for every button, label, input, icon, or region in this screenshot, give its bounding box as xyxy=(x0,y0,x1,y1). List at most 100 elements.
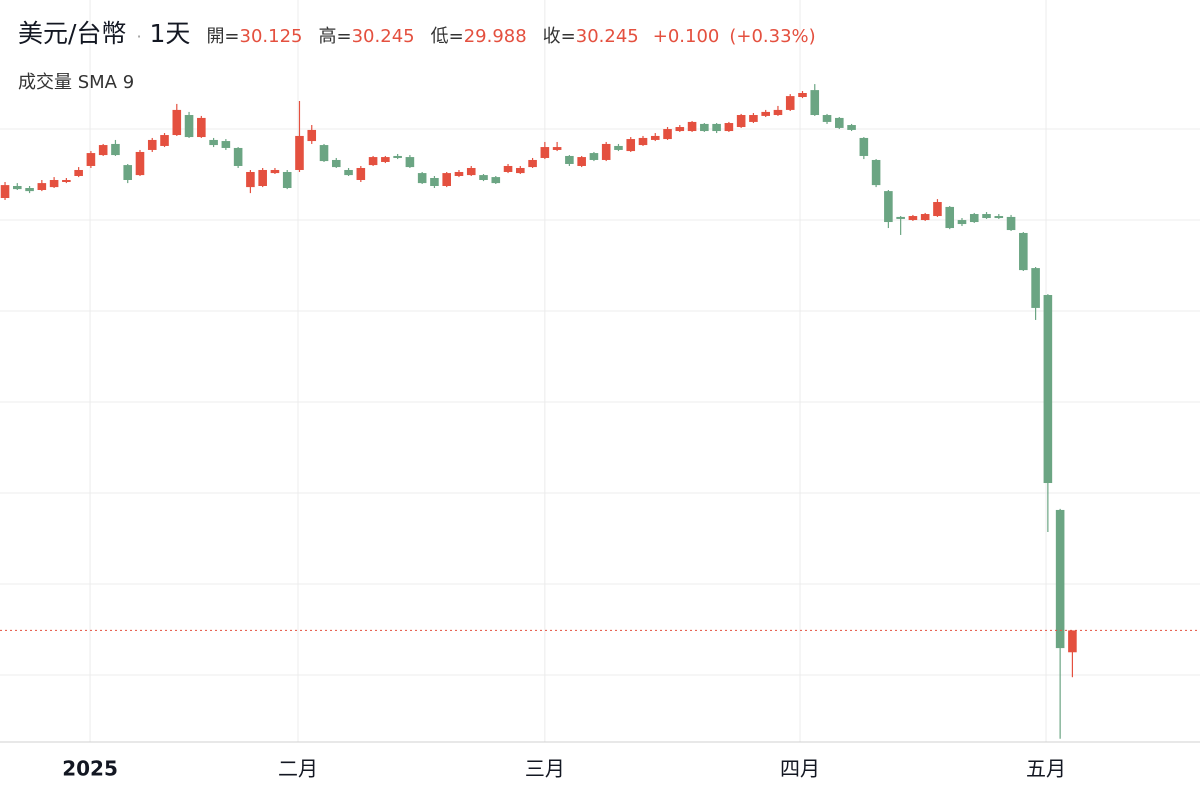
candle-body xyxy=(258,169,267,187)
candle-body xyxy=(344,169,353,176)
candle-body xyxy=(847,125,856,130)
candle-body xyxy=(479,175,488,180)
candle-body xyxy=(663,129,672,140)
candle-body xyxy=(25,188,34,192)
label: 開= xyxy=(206,26,240,47)
ohlc-open: 開=30.125 xyxy=(206,22,302,48)
x-tick-label: 五月 xyxy=(1026,757,1066,781)
candle-body xyxy=(197,117,206,138)
candle-body xyxy=(454,171,464,176)
candle-body xyxy=(516,167,525,174)
candle-body xyxy=(626,139,636,152)
candle-body xyxy=(319,145,329,162)
ohlc-low: 低=29.988 xyxy=(431,22,527,48)
candle-body xyxy=(859,137,869,156)
legend-header: 美元/台幣 · 1天 開=30.125 高=30.245 低=29.988 收=… xyxy=(18,14,816,50)
candle-body xyxy=(945,206,955,229)
candle-body xyxy=(147,139,157,150)
separator: · xyxy=(136,27,142,46)
candle-body xyxy=(540,147,550,158)
candle-body xyxy=(307,129,317,142)
candle-body xyxy=(528,159,537,168)
candle-body xyxy=(933,202,942,217)
candle-body xyxy=(184,115,194,138)
x-tick-label: 二月 xyxy=(278,757,318,781)
change-pct: (+0.33%) xyxy=(729,26,816,47)
candle-body xyxy=(785,96,795,110)
candle-body xyxy=(381,157,390,162)
candle-body xyxy=(675,127,685,132)
indicator-label: 成交量 SMA 9 xyxy=(18,72,135,93)
candle-body xyxy=(0,185,10,199)
candle-body xyxy=(920,214,930,221)
candle-body xyxy=(221,141,231,148)
candle-body xyxy=(687,121,697,132)
value: 29.988 xyxy=(463,26,527,47)
candle-body xyxy=(884,191,893,223)
value: 30.245 xyxy=(351,26,415,47)
candle-body xyxy=(577,157,586,166)
candle-body xyxy=(246,171,255,188)
candle-body xyxy=(822,115,832,122)
candle-body xyxy=(1019,232,1028,271)
label: 收= xyxy=(542,26,576,47)
candle-body xyxy=(969,214,979,223)
candle-body xyxy=(209,139,218,146)
candle-body xyxy=(74,169,83,176)
candle-body xyxy=(356,167,366,180)
candle-body xyxy=(650,135,660,140)
candle-body xyxy=(761,111,770,116)
interval: 1天 xyxy=(149,19,191,48)
candle-body xyxy=(233,147,243,166)
label: 高= xyxy=(318,26,352,47)
candle-body xyxy=(393,155,402,158)
candle-body xyxy=(172,109,182,136)
candle-body xyxy=(282,171,292,189)
candle-body xyxy=(1006,216,1016,231)
candle-body xyxy=(712,123,721,132)
x-tick-label: 三月 xyxy=(525,757,565,781)
candle-body xyxy=(982,214,991,219)
candle-body xyxy=(466,167,476,176)
candle-body xyxy=(835,117,844,128)
candle-body xyxy=(638,137,648,146)
candle-body xyxy=(37,183,47,191)
candle-body xyxy=(405,157,415,168)
candle-body xyxy=(601,143,611,160)
candle-body xyxy=(1068,630,1077,653)
candle-body xyxy=(552,147,562,150)
candle-body xyxy=(700,123,709,132)
candle-body xyxy=(331,159,341,168)
change: +0.100 xyxy=(652,26,720,47)
candle-body xyxy=(417,173,427,184)
candle-body xyxy=(123,165,133,180)
candle-body xyxy=(49,179,59,188)
candle-body xyxy=(798,93,807,98)
candle-body xyxy=(871,159,881,186)
value: 30.245 xyxy=(575,26,639,47)
label: 低= xyxy=(430,26,464,47)
candle-body xyxy=(1043,295,1053,484)
candle-body xyxy=(62,179,71,182)
candle-body xyxy=(994,216,1004,219)
candle-body xyxy=(160,135,169,146)
candle-body xyxy=(589,153,599,160)
candle-body xyxy=(749,115,758,122)
candle-body xyxy=(86,153,96,166)
ohlc-close: 收=30.245 xyxy=(543,22,639,48)
candle-body xyxy=(111,143,120,156)
ohlc-high: 高=30.245 xyxy=(319,22,415,48)
x-tick-label: 2025 xyxy=(62,757,118,781)
x-tick-label: 四月 xyxy=(780,757,820,781)
candle-body xyxy=(896,216,905,219)
candle-body xyxy=(491,177,501,184)
candle-body xyxy=(1055,509,1065,649)
candle-body xyxy=(503,165,513,172)
candle-body xyxy=(135,151,145,176)
candle-body xyxy=(724,123,734,132)
candle-body xyxy=(957,220,967,225)
candle-body xyxy=(773,109,783,116)
candle-body xyxy=(810,90,820,116)
candle-body xyxy=(908,216,918,221)
